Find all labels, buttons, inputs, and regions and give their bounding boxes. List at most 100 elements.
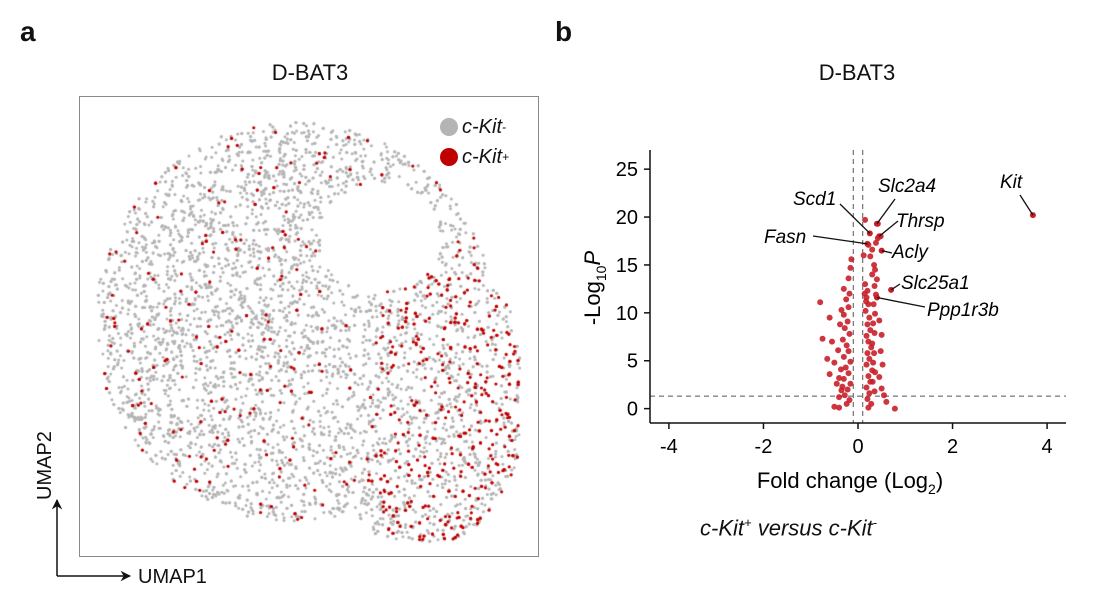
volcano-point <box>840 285 847 292</box>
volcano-point <box>872 239 879 246</box>
volcano-point <box>844 386 851 393</box>
umap-legend: c-Kit - c-Kit + <box>440 112 509 172</box>
gene-label-kit: Kit <box>1000 172 1023 193</box>
volcano-point <box>847 264 854 271</box>
volcano-point <box>847 380 854 387</box>
volcano-point <box>872 266 879 273</box>
volcano-ylabel: -Log10P <box>580 251 609 326</box>
umap1-label: UMAP1 <box>138 566 207 588</box>
volcano-point <box>843 296 850 303</box>
volcano-point <box>881 392 887 399</box>
comparison-caption: c-Kit+ versus c-Kit- <box>700 515 877 541</box>
volcano-point <box>836 404 843 411</box>
volcano-point <box>847 358 854 365</box>
caption-sup-neg: - <box>872 515 877 530</box>
volcano-point <box>871 261 878 268</box>
gene-leader-fasn <box>812 235 868 245</box>
volcano-title: D-BAT3 <box>818 60 896 85</box>
volcano-point <box>819 335 826 342</box>
volcano-point <box>846 290 853 297</box>
volcano-point <box>865 373 872 380</box>
volcano-point <box>836 374 843 381</box>
umap-title: D-BAT3 <box>271 60 349 85</box>
x-tick-label: 4 <box>1042 436 1053 458</box>
volcano-point <box>876 317 883 324</box>
volcano-point <box>860 252 867 259</box>
volcano-point <box>831 359 838 366</box>
legend-item-ckit-neg: c-Kit - <box>440 112 509 142</box>
x-tick-label: 0 <box>852 436 863 458</box>
volcano-point <box>866 355 873 362</box>
volcano-point <box>840 375 847 382</box>
volcano-point <box>837 366 844 373</box>
volcano-point <box>864 321 871 328</box>
y-tick-label: 20 <box>616 207 638 229</box>
volcano-point <box>831 403 838 410</box>
volcano-xlabel: Fold change (Log2) <box>757 468 943 497</box>
volcano-point <box>824 355 831 362</box>
volcano-point <box>873 276 880 283</box>
volcano-point <box>842 364 849 371</box>
volcano-point <box>867 327 874 334</box>
volcano-point <box>891 405 898 412</box>
volcano-point <box>862 281 869 288</box>
volcano-point <box>870 301 877 308</box>
gene-leader-thrsp <box>878 220 899 237</box>
volcano-point <box>841 392 848 399</box>
volcano-point <box>876 374 883 381</box>
volcano-point <box>843 400 850 407</box>
volcano-point <box>863 298 870 305</box>
volcano-point <box>869 271 876 278</box>
volcano-point <box>872 310 879 317</box>
volcano-point <box>845 275 852 282</box>
gene-leader-slc25a1 <box>890 283 901 291</box>
volcano-point <box>869 246 876 253</box>
volcano-point <box>840 353 847 360</box>
legend-marker-red <box>440 148 458 166</box>
volcano-point <box>871 350 878 357</box>
volcano-point <box>870 359 877 366</box>
gene-leader-kit <box>1019 194 1034 216</box>
volcano-point <box>845 348 852 355</box>
legend-item-ckit-pos: c-Kit + <box>440 142 509 172</box>
volcano-point <box>878 385 885 392</box>
volcano-point <box>877 348 884 355</box>
volcano-point <box>863 384 870 391</box>
volcano-point <box>826 371 833 378</box>
volcano-point <box>848 256 855 263</box>
y-tick-label: 5 <box>627 351 638 373</box>
volcano-point <box>879 361 886 368</box>
volcano-point <box>817 299 824 306</box>
gene-leader-ppp1r3b <box>876 296 926 308</box>
volcano-point <box>862 307 869 314</box>
legend-sup-pos: + <box>502 150 510 164</box>
panel-letter-a: a <box>20 16 36 47</box>
volcano-point <box>862 216 869 223</box>
volcano-point <box>829 338 835 345</box>
volcano-point <box>839 383 846 390</box>
volcano-point <box>863 332 870 339</box>
volcano-point <box>864 396 871 403</box>
y-tick-label: 10 <box>616 303 638 325</box>
legend-sup-neg: - <box>502 120 506 134</box>
gene-label-ppp1r3b: Ppp1r3b <box>927 300 999 321</box>
volcano-point <box>839 336 846 343</box>
volcano-point <box>864 350 871 357</box>
volcano-point <box>871 329 878 336</box>
y-tick-label: 25 <box>616 159 638 181</box>
volcano-point <box>872 369 879 376</box>
volcano-point <box>835 347 842 354</box>
umap-plot-frame <box>79 96 539 557</box>
panel-letter-b: b <box>555 16 573 47</box>
volcano-point <box>838 306 845 313</box>
umap-scatter-points <box>80 97 538 556</box>
x-tick-label: -4 <box>660 436 678 458</box>
volcano-point <box>833 380 840 387</box>
volcano-point <box>863 361 870 368</box>
volcano-point <box>836 394 843 401</box>
y-tick-label: 0 <box>627 399 638 421</box>
caption-ckit-neg: c-Kit <box>828 515 873 541</box>
volcano-point <box>837 321 844 328</box>
volcano-point <box>845 370 852 377</box>
